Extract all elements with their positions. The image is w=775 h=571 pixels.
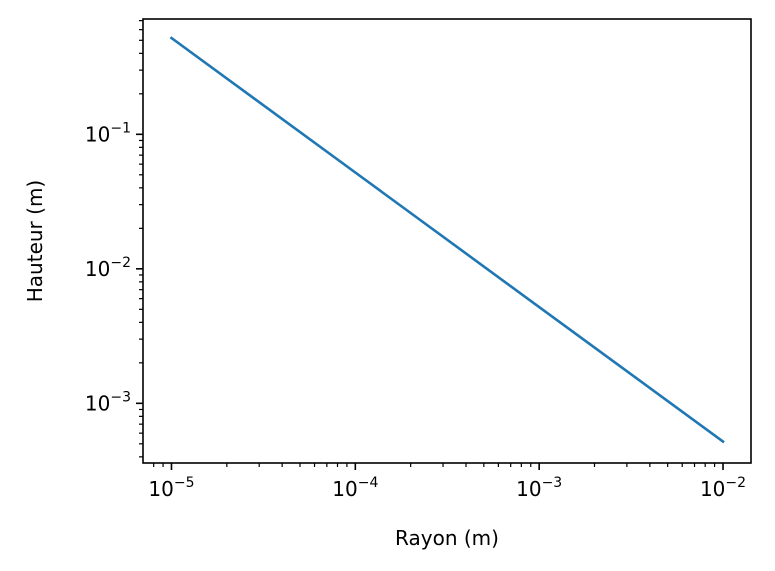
- y-axis-label: Hauteur (m): [23, 180, 47, 302]
- x-axis-label: Rayon (m): [395, 526, 499, 550]
- x-tick-label: 10−3: [516, 475, 562, 501]
- x-tick-label: 10−2: [700, 475, 746, 501]
- series-layer: [169, 36, 725, 444]
- y-tick-label: 10−3: [85, 389, 131, 415]
- y-tick-label: 10−2: [85, 255, 131, 281]
- x-tick-label: 10−5: [148, 475, 194, 501]
- series-line: [169, 36, 725, 444]
- x-axis-ticks: 10−5 10−4 10−3 10−2: [148, 463, 746, 501]
- plot-frame: [142, 18, 752, 464]
- y-tick-label: 10−1: [85, 120, 131, 146]
- x-tick-label: 10−4: [332, 475, 378, 501]
- y-axis-ticks: 10−3 10−2 10−1: [85, 20, 143, 458]
